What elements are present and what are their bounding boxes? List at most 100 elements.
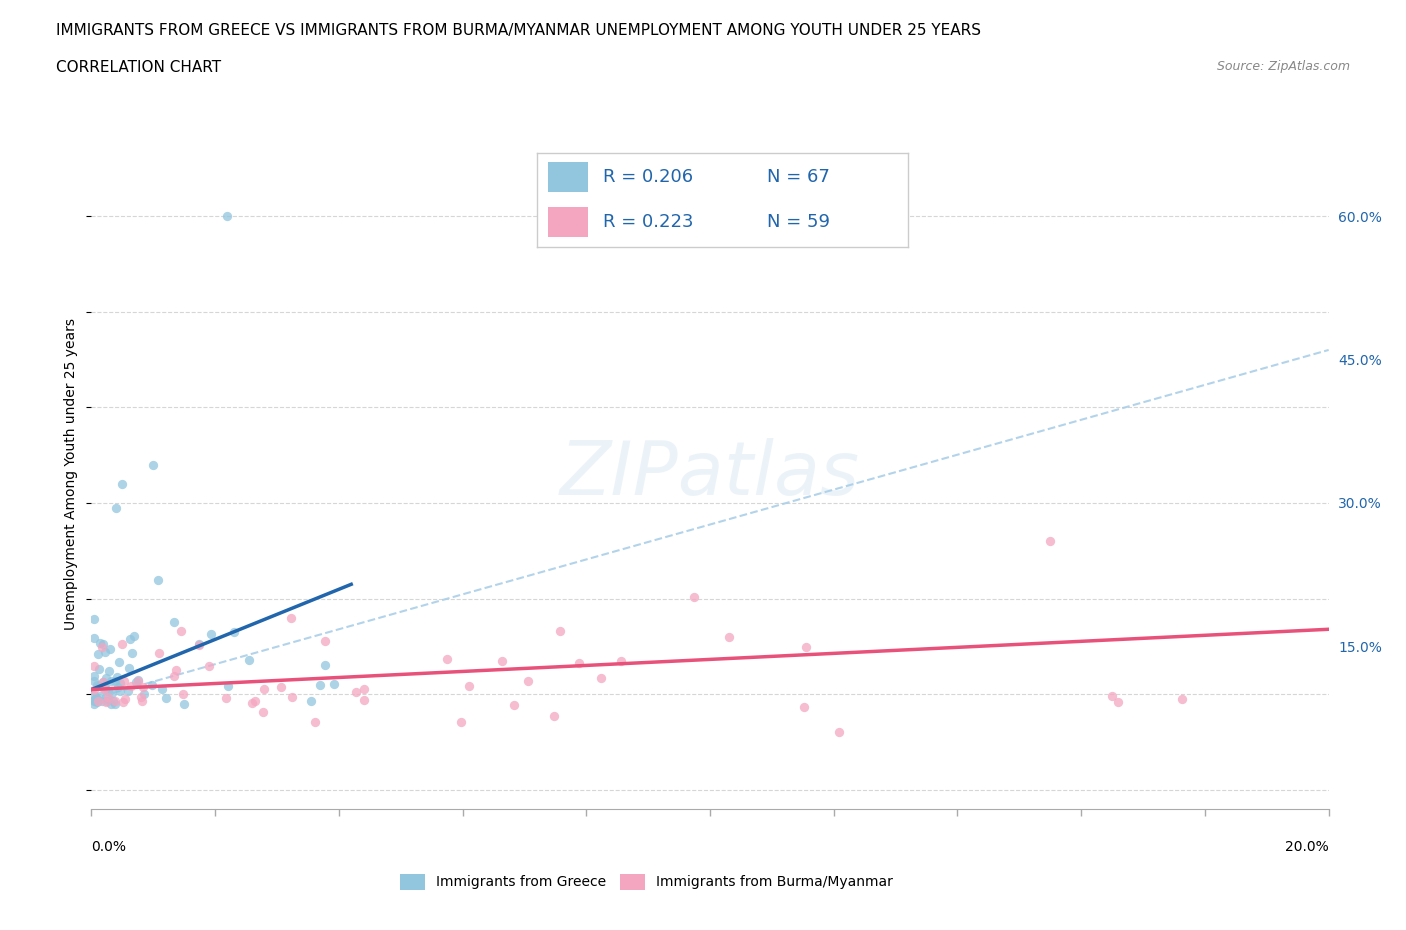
- Point: [117, 684, 139, 698]
- Point: [314, 658, 336, 672]
- Point: [217, 208, 239, 223]
- Point: [173, 697, 195, 711]
- Point: [86, 678, 108, 693]
- Point: [793, 700, 815, 715]
- Point: [127, 672, 149, 687]
- Point: [94, 694, 117, 709]
- Text: Source: ZipAtlas.com: Source: ZipAtlas.com: [1216, 60, 1350, 73]
- Point: [217, 679, 239, 694]
- Point: [83, 693, 105, 708]
- Point: [103, 693, 125, 708]
- Point: [84, 691, 107, 706]
- Point: [187, 637, 209, 652]
- Point: [548, 623, 571, 638]
- Point: [718, 629, 741, 644]
- Point: [108, 655, 131, 670]
- Point: [97, 690, 120, 705]
- Point: [94, 644, 117, 659]
- Point: [97, 684, 120, 698]
- Point: [314, 634, 336, 649]
- Point: [118, 661, 141, 676]
- Point: [89, 662, 111, 677]
- Point: [104, 697, 127, 711]
- Point: [270, 680, 292, 695]
- Text: CORRELATION CHART: CORRELATION CHART: [56, 60, 221, 75]
- Point: [458, 678, 481, 693]
- Point: [299, 693, 322, 708]
- Point: [107, 679, 129, 694]
- Point: [517, 673, 540, 688]
- Point: [155, 690, 177, 705]
- Point: [543, 709, 565, 724]
- Point: [83, 669, 105, 684]
- Point: [87, 646, 110, 661]
- Point: [100, 685, 122, 700]
- Point: [83, 693, 105, 708]
- Point: [83, 658, 105, 673]
- Point: [108, 684, 131, 698]
- Point: [94, 682, 117, 697]
- Point: [131, 693, 153, 708]
- Point: [253, 682, 276, 697]
- Point: [610, 654, 633, 669]
- Point: [591, 671, 613, 685]
- Text: IMMIGRANTS FROM GREECE VS IMMIGRANTS FROM BURMA/MYANMAR UNEMPLOYMENT AMONG YOUTH: IMMIGRANTS FROM GREECE VS IMMIGRANTS FRO…: [56, 23, 981, 38]
- Point: [100, 673, 122, 688]
- Point: [96, 671, 118, 685]
- Point: [304, 714, 326, 729]
- Point: [83, 688, 105, 703]
- Point: [105, 670, 128, 684]
- Point: [129, 689, 152, 704]
- Point: [91, 640, 114, 655]
- Point: [222, 624, 245, 639]
- Text: ZIPatlas: ZIPatlas: [560, 438, 860, 511]
- Point: [148, 646, 170, 661]
- Point: [828, 725, 851, 740]
- Point: [165, 662, 187, 677]
- Point: [91, 675, 114, 690]
- Point: [240, 695, 263, 710]
- Point: [150, 682, 173, 697]
- Y-axis label: Unemployment Among Youth under 25 years: Unemployment Among Youth under 25 years: [65, 318, 79, 631]
- Point: [120, 678, 142, 693]
- Point: [353, 693, 375, 708]
- Point: [322, 676, 344, 691]
- Point: [124, 674, 146, 689]
- Point: [93, 682, 115, 697]
- Point: [98, 642, 121, 657]
- Point: [353, 681, 375, 696]
- Point: [568, 656, 591, 671]
- Point: [1039, 534, 1062, 549]
- Point: [91, 694, 114, 709]
- Point: [188, 636, 211, 651]
- Point: [243, 693, 266, 708]
- Point: [170, 624, 193, 639]
- Point: [86, 694, 108, 709]
- Point: [682, 590, 704, 604]
- Point: [309, 678, 332, 693]
- Point: [83, 612, 105, 627]
- Point: [112, 673, 135, 688]
- Point: [1101, 688, 1123, 703]
- Point: [280, 610, 302, 625]
- Point: [132, 680, 155, 695]
- Point: [97, 691, 120, 706]
- Point: [503, 698, 526, 712]
- Point: [491, 653, 513, 668]
- Point: [215, 690, 238, 705]
- Point: [1107, 694, 1129, 709]
- Point: [104, 674, 127, 689]
- Point: [118, 632, 141, 647]
- Point: [252, 705, 274, 720]
- Point: [142, 458, 165, 472]
- Point: [238, 652, 260, 667]
- Point: [141, 677, 163, 692]
- Legend: Immigrants from Greece, Immigrants from Burma/Myanmar: Immigrants from Greece, Immigrants from …: [395, 868, 898, 896]
- Point: [344, 684, 367, 699]
- Text: 0.0%: 0.0%: [91, 840, 127, 854]
- Point: [97, 664, 120, 679]
- Point: [148, 573, 170, 588]
- Point: [114, 691, 136, 706]
- Point: [198, 659, 221, 674]
- Point: [436, 652, 458, 667]
